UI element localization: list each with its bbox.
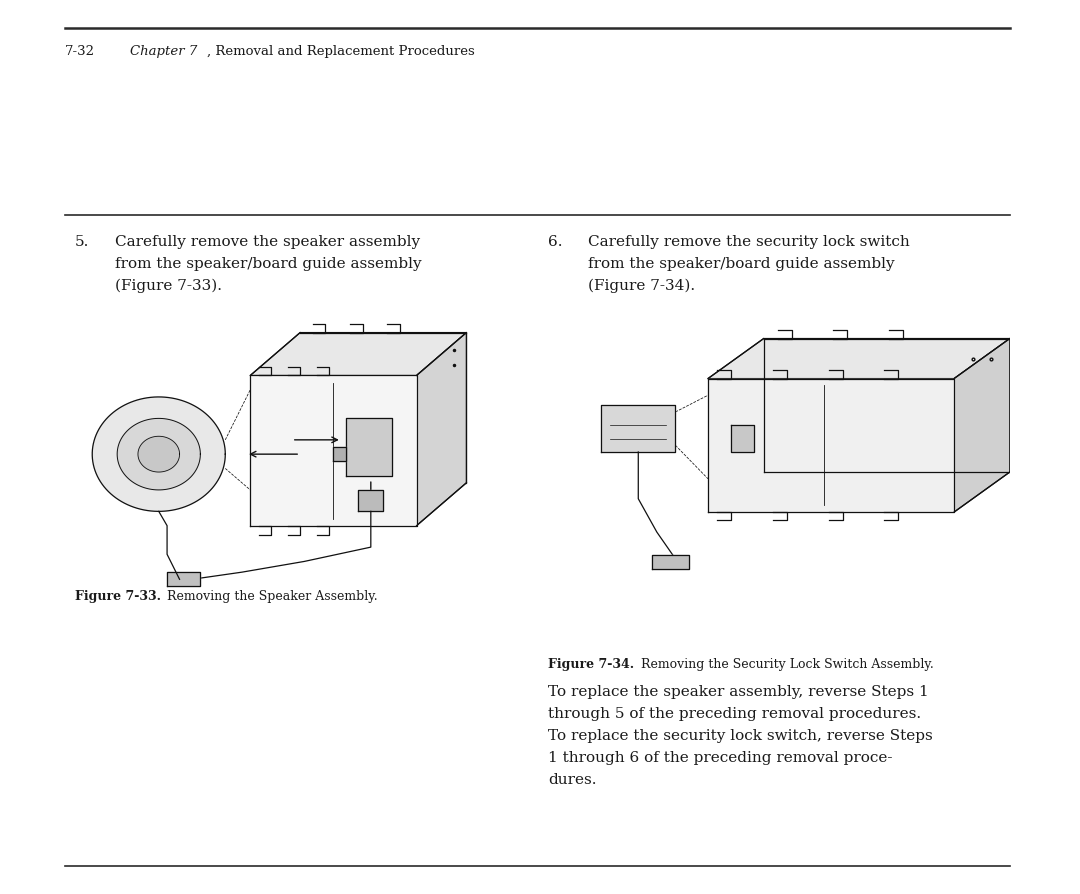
Text: Figure 7-33.: Figure 7-33. [75,590,161,603]
Polygon shape [251,375,417,526]
Text: dures.: dures. [548,773,596,787]
Polygon shape [954,339,1010,512]
Text: through 5 of the preceding removal procedures.: through 5 of the preceding removal proce… [548,707,921,721]
Text: 1 through 6 of the preceding removal proce-: 1 through 6 of the preceding removal pro… [548,751,892,765]
Text: To replace the speaker assembly, reverse Steps 1: To replace the speaker assembly, reverse… [548,685,929,699]
Text: To replace the security lock switch, reverse Steps: To replace the security lock switch, rev… [548,729,933,743]
Text: 7-32: 7-32 [65,45,95,58]
Polygon shape [167,572,201,586]
Polygon shape [708,339,1010,378]
Polygon shape [138,436,179,472]
Text: Figure 7-34.: Figure 7-34. [548,658,634,671]
Polygon shape [346,418,392,476]
Polygon shape [92,397,226,511]
Text: from the speaker/board guide assembly: from the speaker/board guide assembly [114,257,421,271]
Text: Removing the Speaker Assembly.: Removing the Speaker Assembly. [163,590,378,603]
Polygon shape [708,378,954,512]
Text: 5.: 5. [75,235,90,249]
Polygon shape [359,490,383,511]
Polygon shape [251,333,467,375]
Text: from the speaker/board guide assembly: from the speaker/board guide assembly [588,257,894,271]
Text: Removing the Security Lock Switch Assembly.: Removing the Security Lock Switch Assemb… [637,658,934,671]
Text: (Figure 7-34).: (Figure 7-34). [588,279,696,293]
Polygon shape [731,426,754,452]
Text: Chapter 7: Chapter 7 [130,45,198,58]
Polygon shape [334,447,346,461]
Text: (Figure 7-33).: (Figure 7-33). [114,279,222,293]
Text: Carefully remove the security lock switch: Carefully remove the security lock switc… [588,235,909,249]
Text: 6.: 6. [548,235,563,249]
Polygon shape [118,418,201,490]
Polygon shape [602,405,675,452]
Polygon shape [652,555,689,569]
Text: , Removal and Replacement Procedures: , Removal and Replacement Procedures [207,45,475,58]
Polygon shape [417,333,467,526]
Text: Carefully remove the speaker assembly: Carefully remove the speaker assembly [114,235,420,249]
